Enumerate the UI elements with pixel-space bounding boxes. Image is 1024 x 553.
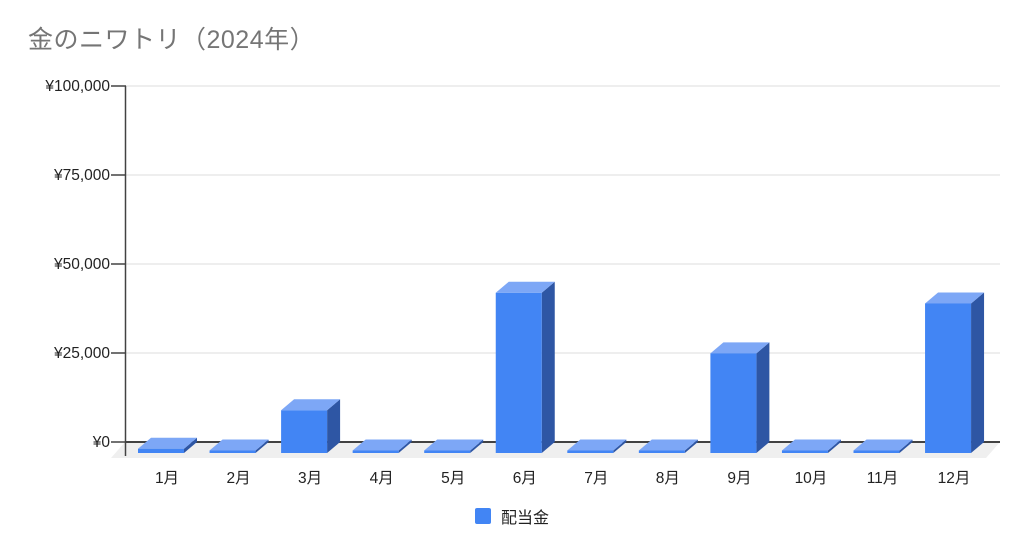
y-axis-label: ¥25,000: [53, 345, 110, 362]
bar-3月[interactable]: [281, 399, 341, 453]
bar-7月[interactable]: [567, 439, 627, 454]
bar-front-face: [424, 450, 471, 453]
bar-2月[interactable]: [209, 439, 269, 454]
x-axis-label-11月: 11月: [867, 470, 899, 487]
bar-side-face: [255, 439, 269, 453]
y-axis-label: ¥75,000: [53, 167, 110, 184]
bar-1月[interactable]: [138, 437, 197, 453]
bar-side-face: [327, 399, 341, 453]
x-axis-label-1月: 1月: [155, 470, 179, 487]
x-axis-label-10月: 10月: [795, 470, 828, 487]
x-axis-label-2月: 2月: [226, 470, 250, 487]
bar-side-face: [899, 439, 913, 453]
y-axis-label: ¥100,000: [44, 78, 110, 95]
chart-title: 金のニワトリ（2024年）: [28, 26, 316, 54]
x-axis-label-5月: 5月: [441, 470, 465, 487]
bar-top-face: [352, 439, 412, 451]
bar-front-face: [710, 353, 757, 453]
bar-front-face: [567, 450, 614, 453]
x-axis-label-3月: 3月: [298, 470, 322, 487]
bar-top-face: [424, 439, 484, 451]
bar-front-face: [138, 448, 184, 453]
bar-top-face: [281, 399, 341, 411]
bar-front-face: [925, 303, 972, 453]
bar-10月[interactable]: [781, 439, 841, 454]
bar-top-face: [638, 439, 698, 451]
x-axis-label-8月: 8月: [656, 470, 680, 487]
legend[interactable]: 配当金: [0, 504, 1024, 528]
bar-front-face: [495, 292, 542, 453]
bar-front-face: [781, 450, 828, 453]
bar-side-face: [827, 439, 841, 453]
bar-front-face: [209, 450, 256, 453]
bar-12月[interactable]: [925, 292, 985, 453]
bar-front-face: [638, 450, 685, 453]
bar-side-face: [541, 281, 555, 453]
bar-top-face: [710, 342, 770, 354]
x-axis-label-12月: 12月: [938, 470, 971, 487]
legend-label: 配当金: [500, 510, 549, 527]
bar-top-face: [495, 281, 555, 293]
bar-side-face: [613, 439, 627, 453]
x-axis-label-6月: 6月: [513, 470, 537, 487]
y-axis-label: ¥50,000: [53, 256, 110, 273]
bar-side-face: [756, 342, 770, 453]
bar-top-face: [567, 439, 627, 451]
bar-side-face: [184, 437, 197, 453]
bar-4月[interactable]: [352, 439, 412, 454]
bar-top-face: [209, 439, 269, 451]
bar-9月[interactable]: [710, 342, 770, 453]
bar-5月[interactable]: [424, 439, 484, 454]
bar-side-face: [684, 439, 698, 453]
bar-8月[interactable]: [638, 439, 698, 454]
legend-swatch-icon: [474, 508, 491, 524]
x-axis-label-7月: 7月: [584, 470, 608, 487]
bar-11月[interactable]: [853, 439, 913, 454]
y-axis-label: ¥0: [92, 434, 111, 451]
bar-top-face: [853, 439, 913, 451]
bar-side-face: [398, 439, 412, 453]
bar-top-face: [138, 437, 197, 449]
bar-front-face: [281, 410, 328, 453]
bar-top-face: [925, 292, 985, 304]
x-axis-label-4月: 4月: [370, 470, 394, 487]
bar-top-face: [781, 439, 841, 451]
bar-front-face: [853, 450, 900, 453]
x-axis-label-9月: 9月: [727, 470, 751, 487]
bar-front-face: [352, 450, 399, 453]
bar-side-face: [470, 439, 484, 453]
bar-side-face: [971, 292, 985, 453]
bar-6月[interactable]: [495, 281, 555, 453]
